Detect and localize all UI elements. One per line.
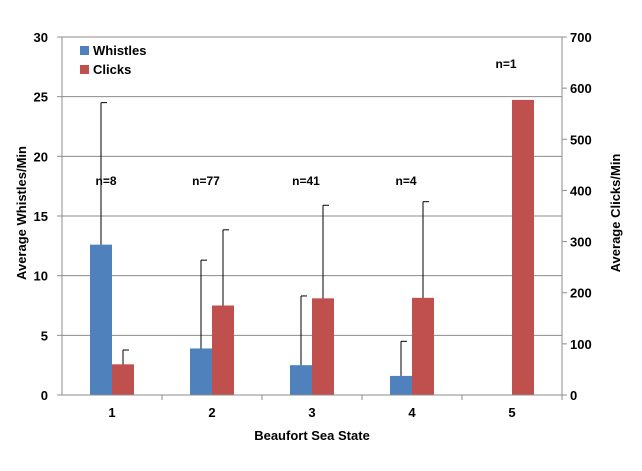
x-tick-label: 5 <box>508 405 515 420</box>
bar-clicks-5 <box>512 99 534 396</box>
legend-swatch-whistles <box>80 46 89 55</box>
y2-tick-label: 100 <box>570 337 592 352</box>
y-tick-label: 5 <box>41 328 48 343</box>
legend-swatch-clicks <box>80 65 89 74</box>
x-tick-label: 2 <box>208 405 215 420</box>
legend-label-whistles: Whistles <box>93 43 146 58</box>
y-axis-title: Average Whistles/Min <box>14 146 29 280</box>
y-tick-label: 15 <box>34 209 48 224</box>
x-axis-title: Beaufort Sea State <box>254 428 370 443</box>
bar-clicks-1 <box>112 364 134 395</box>
y-tick-label: 25 <box>34 90 48 105</box>
bar-clicks-4 <box>412 297 434 395</box>
grid-lines <box>62 36 562 336</box>
y-tick-label: 0 <box>41 388 48 403</box>
y2-tick-label: 300 <box>570 235 592 250</box>
y2-tick-label: 700 <box>570 30 592 45</box>
annotation-label: n=4 <box>395 174 416 188</box>
x-tick-label: 1 <box>108 405 115 420</box>
x-tick-label: 4 <box>408 405 416 420</box>
bars <box>90 99 534 396</box>
y-tick-label: 10 <box>34 269 48 284</box>
x-tick-label: 3 <box>308 405 315 420</box>
legend: Whistles Clicks <box>80 43 146 77</box>
bar-whistles-3 <box>290 365 312 395</box>
y2-axis-title: Average Clicks/Min <box>608 154 623 273</box>
y2-tick-label: 400 <box>570 183 592 198</box>
y-tick-label: 30 <box>34 30 48 45</box>
bar-whistles-1 <box>90 244 112 395</box>
annotation-label: n=8 <box>95 174 116 188</box>
y-tick-label: 20 <box>34 149 48 164</box>
error-bars <box>100 102 429 376</box>
y2-tick-label: 200 <box>570 286 592 301</box>
bar-whistles-2 <box>190 348 212 395</box>
bar-clicks-3 <box>312 298 334 395</box>
bar-clicks-2 <box>212 305 234 395</box>
annotation-label: n=1 <box>495 57 516 71</box>
legend-label-clicks: Clicks <box>93 62 131 77</box>
bar-whistles-4 <box>390 375 412 395</box>
y2-tick-label: 500 <box>570 132 592 147</box>
annotations: n=8 n=77 n=41 n=4 n=1 <box>95 57 516 188</box>
axes <box>57 36 567 400</box>
y2-tick-label: 0 <box>570 388 577 403</box>
y2-tick-label: 600 <box>570 81 592 96</box>
annotation-label: n=77 <box>192 174 220 188</box>
annotation-label: n=41 <box>292 174 320 188</box>
